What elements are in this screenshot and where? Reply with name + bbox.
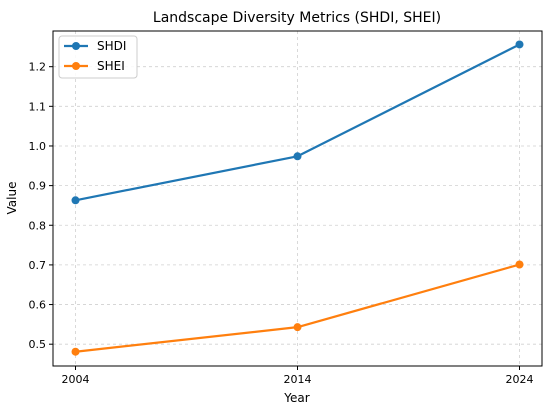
y-tick-label: 0.5 xyxy=(29,338,47,351)
series-shdi xyxy=(71,40,524,205)
legend-entry-shei: SHEI xyxy=(64,59,125,73)
series-layer xyxy=(71,40,524,356)
grid xyxy=(53,31,542,366)
legend-label: SHEI xyxy=(97,59,125,73)
data-point xyxy=(293,323,302,332)
data-point xyxy=(515,260,524,269)
y-tick-label: 1.0 xyxy=(29,140,47,153)
data-point xyxy=(293,152,302,161)
legend-entry-shdi: SHDI xyxy=(64,39,126,53)
axis-ticks: 0.5 0.6 0.7 0.8 0.9 1.0 1.1 1.2 2004 2014 2024 xyxy=(29,61,534,386)
y-tick-label: 0.8 xyxy=(29,219,47,232)
legend: SHDI SHEI xyxy=(58,35,138,79)
x-tick-label: 2004 xyxy=(62,373,90,386)
series-shei xyxy=(71,260,524,356)
y-tick-label: 0.6 xyxy=(29,299,47,312)
y-tick-label: 0.9 xyxy=(29,180,47,193)
chart-title: Landscape Diversity Metrics (SHDI, SHEI) xyxy=(153,10,441,26)
legend-swatch-marker xyxy=(72,42,80,50)
y-tick-label: 0.7 xyxy=(29,259,47,272)
data-point xyxy=(71,196,80,205)
x-axis-label: Year xyxy=(283,391,309,405)
y-axis-label: Value xyxy=(5,182,19,215)
legend-label: SHDI xyxy=(97,39,126,53)
y-tick-label: 1.2 xyxy=(29,61,47,74)
x-tick-label: 2014 xyxy=(284,373,312,386)
data-point xyxy=(515,40,524,49)
data-point xyxy=(71,347,80,356)
y-tick-label: 1.1 xyxy=(29,100,47,113)
legend-swatch-marker xyxy=(72,62,80,70)
x-tick-label: 2024 xyxy=(506,373,534,386)
